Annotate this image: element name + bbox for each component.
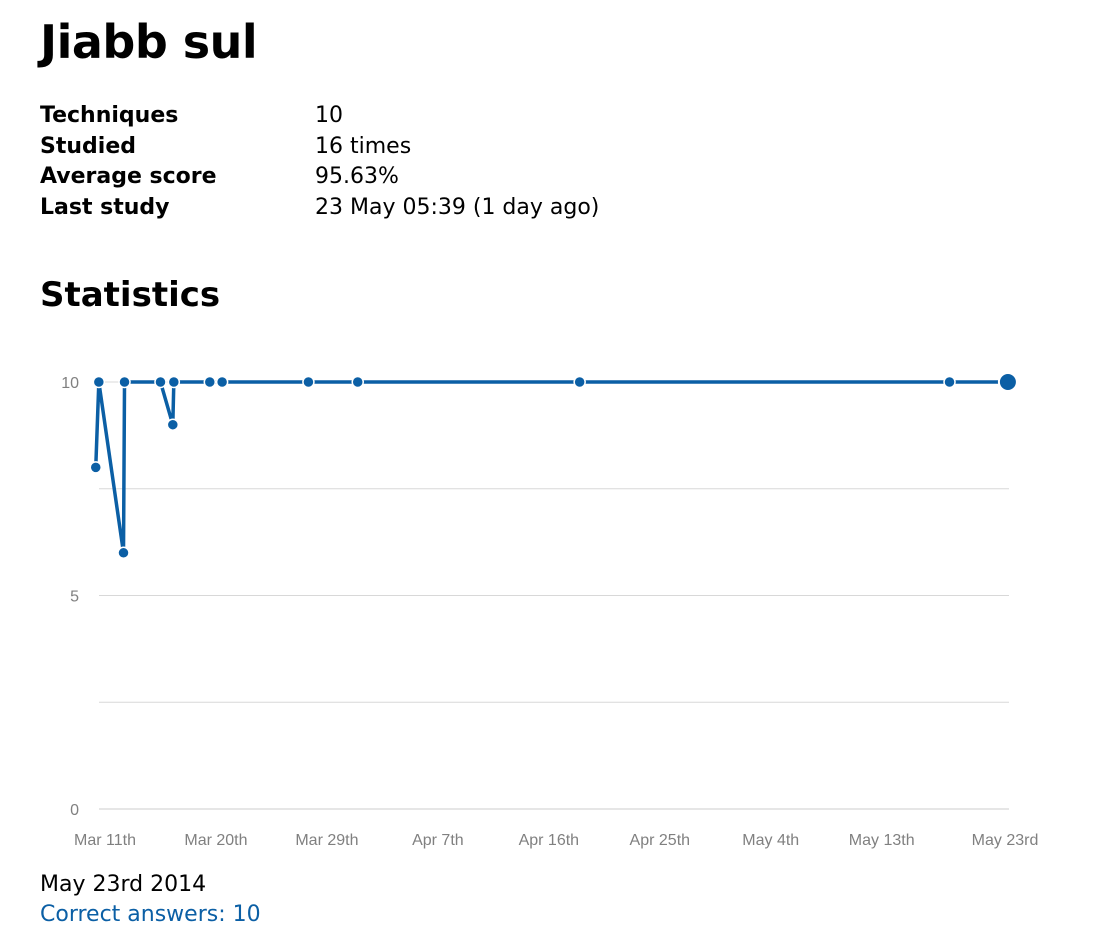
info-label: Last study [40,195,170,221]
x-tick-label: May 23rd [972,832,1039,849]
statistics-chart[interactable]: 0 5 10 Mar 11th Mar 20th Mar 29th Apr 7th Apr 1… [0,340,1116,870]
x-tick-label: Mar 20th [184,832,247,849]
data-point [351,375,364,389]
x-tick-label: May 13th [849,832,915,849]
data-point [302,375,315,389]
info-value: 16 times [315,133,412,159]
y-tick-label: 10 [61,375,79,392]
data-point [92,375,106,389]
tooltip-correct-answers: Correct answers: 10 [40,902,261,927]
data-point [166,418,180,431]
x-tick-label: May 4th [742,832,799,849]
y-tick-label: 0 [70,802,79,819]
tooltip-date: May 23rd 2014 [40,872,207,897]
info-label: Studied [40,133,136,159]
info-row-studied: Studied 16 times [40,132,599,163]
info-table: Techniques 10 Studied 16 times Average s… [40,101,599,224]
info-row-techniques: Techniques 10 [40,101,599,132]
info-label: Average score [40,164,217,190]
data-point [943,375,956,389]
page-title: Jiabb sul [40,15,258,69]
x-tick-label: Mar 29th [295,832,358,849]
data-point [167,375,181,389]
data-point [117,546,130,560]
data-point [215,375,229,389]
data-point-highlighted [997,372,1018,392]
y-tick-label: 5 [70,589,79,606]
statistics-heading: Statistics [40,275,221,315]
x-tick-label: Mar 11th [74,832,136,849]
data-point [118,375,131,389]
x-tick-label: Apr 16th [519,832,579,849]
x-tick-label: Apr 25th [630,832,690,849]
info-row-last-study: Last study 23 May 05:39 (1 day ago) [40,193,599,224]
info-value: 95.63% [315,164,399,190]
info-row-average-score: Average score 95.63% [40,162,599,193]
data-point [89,461,103,474]
data-point [203,375,217,389]
data-point [154,375,167,389]
info-label: Techniques [40,103,179,128]
info-value: 23 May 05:39 (1 day ago) [315,195,600,221]
data-point [573,375,586,389]
info-value: 10 [315,103,343,128]
series-line [94,380,1008,555]
x-tick-label: Apr 7th [412,832,464,849]
